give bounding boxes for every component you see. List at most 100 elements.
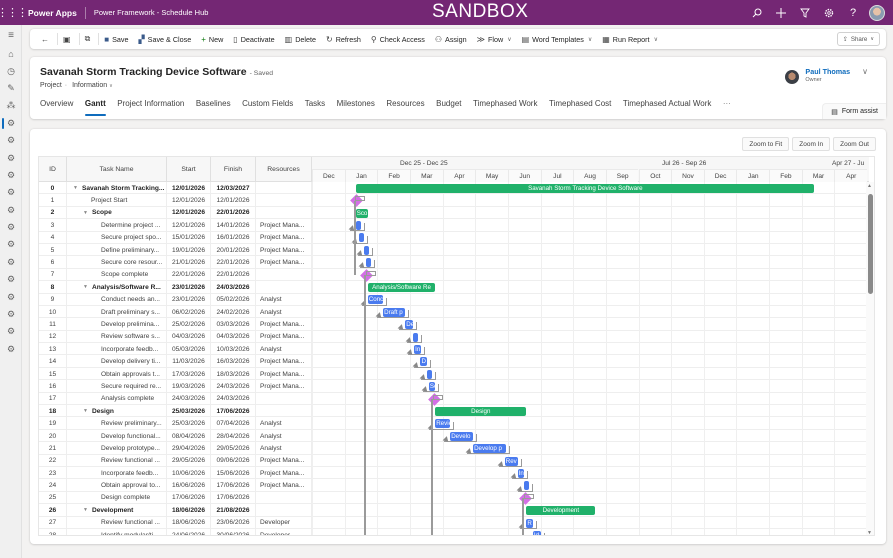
puzzle-icon[interactable]: ⚙ xyxy=(6,135,16,146)
puzzle-icon[interactable]: ⚙ xyxy=(6,326,16,337)
table-row[interactable]: 12 Review software s... 04/03/2026 04/03/20… xyxy=(39,330,869,344)
tab-overview[interactable]: Overview xyxy=(40,99,74,108)
summary-bar[interactable]: Savanah Storm Tracking Device Software xyxy=(356,183,815,193)
tab-tasks[interactable]: Tasks xyxy=(304,99,326,108)
open-new-window-button[interactable]: ⧉ xyxy=(80,29,99,49)
new-button[interactable]: + New xyxy=(201,34,224,44)
task-bar[interactable]: Conc xyxy=(367,295,384,305)
table-row[interactable]: 5 Define preliminary... 19/01/2026 20/01/20… xyxy=(39,243,869,257)
task-bar[interactable]: D xyxy=(420,357,427,367)
recent-icon[interactable]: ◷ xyxy=(7,65,15,76)
collapse-caret-icon[interactable]: ▼ xyxy=(83,408,88,415)
table-row[interactable]: 0 ▼ Savanah Storm Tracking... 12/01/2026 12/… xyxy=(39,182,869,195)
column-header-start[interactable]: Start xyxy=(167,157,211,182)
table-row[interactable]: 23 Incorporate feedb... 10/06/2026 15/06/20… xyxy=(39,466,869,480)
table-row[interactable]: 24 Obtain approval to... 16/06/2026 17/06/2… xyxy=(39,479,869,492)
table-row[interactable]: 2 ▼ Scope 12/01/2026 22/01/2026 xyxy=(39,206,869,220)
plus-icon[interactable] xyxy=(769,0,793,25)
more-tabs-button[interactable]: ··· xyxy=(722,99,731,108)
puzzle-icon[interactable]: ⚙ xyxy=(6,291,16,302)
tab-timephased-actual-work[interactable]: Timephased Actual Work xyxy=(622,99,712,108)
column-header-task-name[interactable]: Task Name xyxy=(67,157,167,182)
word-templates-button[interactable]: ▤ Word Templates ∨ xyxy=(521,34,593,44)
org-icon[interactable]: ⁂ xyxy=(6,100,16,111)
zoom-out-button[interactable]: Zoom Out xyxy=(833,137,876,151)
task-bar[interactable]: Revie xyxy=(435,419,451,429)
table-row[interactable]: 11 Develop prelimina... 25/02/2026 03/03/20… xyxy=(39,318,869,331)
pin-icon[interactable]: ✎ xyxy=(7,82,15,93)
owner-name[interactable]: Paul Thomas xyxy=(805,67,851,76)
app-launcher-icon[interactable]: ⋮⋮⋮ xyxy=(0,7,28,19)
back-button[interactable]: ← xyxy=(36,29,57,49)
table-row[interactable]: 17 Analysis complete 24/03/2026 24/03/2026 xyxy=(39,392,869,406)
table-row[interactable]: 27 Review functional ... 18/06/2026 23/06/2… xyxy=(39,516,869,529)
puzzle-icon[interactable]: ⚙ xyxy=(6,256,16,267)
task-bar[interactable] xyxy=(524,481,530,491)
puzzle-icon[interactable]: ⚙ xyxy=(6,222,16,233)
run-report-button[interactable]: ▦ Run Report ∨ xyxy=(602,34,658,44)
vertical-scrollbar[interactable]: ▲ ▼ xyxy=(866,182,874,536)
share-button[interactable]: ⇪ Share ∨ xyxy=(836,32,880,46)
summary-bar[interactable]: Design xyxy=(435,406,527,416)
tab-baselines[interactable]: Baselines xyxy=(195,99,231,108)
puzzle-icon[interactable]: ⚙ xyxy=(6,152,16,163)
puzzle-icon[interactable]: ⚙ xyxy=(0,115,22,132)
flow-button[interactable]: ≫ Flow ∨ xyxy=(476,34,512,44)
table-row[interactable]: 21 Develop prototype... 29/04/2026 29/05/20… xyxy=(39,442,869,455)
tab-milestones[interactable]: Milestones xyxy=(336,99,375,108)
puzzle-icon[interactable]: ⚙ xyxy=(6,187,16,198)
tab-custom-fields[interactable]: Custom Fields xyxy=(242,99,294,108)
table-row[interactable]: 13 Incorporate feedb... 05/03/2026 10/03/20… xyxy=(39,343,869,356)
record-info-button[interactable]: ▣ xyxy=(58,29,79,49)
help-icon[interactable]: ? xyxy=(849,6,857,19)
table-row[interactable]: 25 Design complete 17/06/2026 17/06/2026 xyxy=(39,491,869,505)
task-bar[interactable] xyxy=(359,233,365,243)
task-bar[interactable] xyxy=(413,332,419,342)
collapse-caret-icon[interactable]: ▼ xyxy=(73,185,78,192)
task-bar[interactable]: De xyxy=(405,320,414,330)
table-row[interactable]: 8 ▼ Analysis/Software R... 23/01/2026 24/03/… xyxy=(39,281,869,294)
save-close-button[interactable]: ▞ Save & Close xyxy=(138,34,192,44)
user-avatar[interactable] xyxy=(865,0,889,25)
scroll-up-icon[interactable]: ▲ xyxy=(867,183,872,189)
summary-bar[interactable]: Analysis/Software Re xyxy=(367,282,436,292)
save-button[interactable]: ■ Save xyxy=(104,34,129,44)
table-row[interactable]: 9 Conduct needs an... 23/01/2026 05/02/2026… xyxy=(39,293,869,306)
table-row[interactable]: 3 Determine project ... 12/01/2026 14/01/20… xyxy=(39,219,869,232)
puzzle-icon[interactable]: ⚙ xyxy=(6,204,16,215)
task-bar[interactable]: Develo xyxy=(450,431,474,441)
tab-resources[interactable]: Resources xyxy=(386,99,425,108)
task-bar[interactable]: Rev xyxy=(504,456,518,466)
deactivate-button[interactable]: ▯ Deactivate xyxy=(233,34,275,44)
table-row[interactable]: 15 Obtain approvals t... 17/03/2026 18/03/2… xyxy=(39,367,869,381)
app-name[interactable]: Power Apps xyxy=(28,7,77,18)
puzzle-icon[interactable]: ⚙ xyxy=(6,239,16,250)
delete-button[interactable]: ▥ Delete xyxy=(284,34,316,44)
puzzle-icon[interactable]: ⚙ xyxy=(6,309,16,320)
task-bar[interactable]: In xyxy=(517,468,525,478)
zoom-to-fit-button[interactable]: Zoom to Fit xyxy=(742,137,790,151)
filter-icon[interactable] xyxy=(793,0,817,25)
zoom-in-button[interactable]: Zoom In xyxy=(792,137,831,151)
chevron-down-icon[interactable]: ∨ xyxy=(862,67,868,76)
tab-project-information[interactable]: Project Information xyxy=(117,99,185,108)
scrollbar-thumb[interactable] xyxy=(867,194,873,294)
home-icon[interactable]: ⌂ xyxy=(8,48,14,59)
task-bar[interactable] xyxy=(363,245,369,255)
check-access-button[interactable]: ⚲ Check Access xyxy=(370,34,425,44)
task-bar[interactable] xyxy=(426,369,432,379)
collapse-caret-icon[interactable]: ▼ xyxy=(83,284,88,291)
table-row[interactable]: 22 Review functional ... 29/05/2026 09/06/2… xyxy=(39,454,869,467)
summary-bar[interactable]: Development xyxy=(526,506,596,516)
table-row[interactable]: 1 Project Start 12/01/2026 12/01/2026 xyxy=(39,194,869,207)
task-bar[interactable]: R xyxy=(526,518,533,528)
table-row[interactable]: 10 Draft preliminary s... 06/02/2026 24/02/… xyxy=(39,305,869,319)
table-row[interactable]: 16 Secure required re... 19/03/2026 24/03/2… xyxy=(39,380,869,393)
column-header-id[interactable]: ID xyxy=(39,157,67,182)
scroll-down-icon[interactable]: ▼ xyxy=(867,530,872,536)
tab-gantt[interactable]: Gantt xyxy=(84,99,106,116)
assign-button[interactable]: ⚇ Assign xyxy=(434,34,467,44)
table-row[interactable]: 26 ▼ Development 18/06/2026 21/08/2026 xyxy=(39,504,869,517)
tab-timephased-cost[interactable]: Timephased Cost xyxy=(548,99,612,108)
refresh-button[interactable]: ↻ Refresh xyxy=(326,34,361,44)
